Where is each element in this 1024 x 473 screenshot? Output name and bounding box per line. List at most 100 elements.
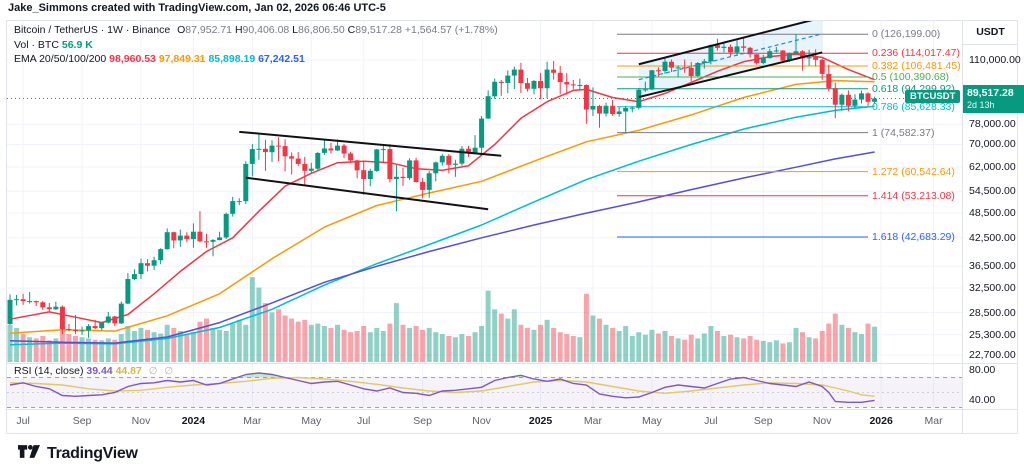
volume-bar [112,339,118,362]
volume-bar [603,324,609,362]
legend-row-ema[interactable]: EMA 20/50/100/200 98,960.53 97,849.31 85… [14,53,498,65]
candle [826,73,832,89]
volume-bar [800,332,805,362]
volume-bar [682,339,688,362]
candle [531,81,537,89]
volume-bar [551,327,557,362]
volume-bar [223,331,229,362]
candle [793,51,799,54]
candle [190,231,196,240]
volume-bar [374,327,380,362]
tradingview-logo-icon[interactable] [18,443,40,465]
candle [46,307,52,310]
ema100-value: 85,898.19 [208,53,256,65]
candle [236,201,242,203]
volume-bar [597,318,602,362]
candle [289,156,295,159]
volume-bar [813,338,819,362]
tradingview-brand-text[interactable]: TradingView [47,445,138,462]
volume-bar [669,336,674,362]
fib-level-label: 0.786 (85,628.33) [872,100,955,113]
candle [662,61,668,71]
symbol-title[interactable]: Bitcoin / TetherUS · 1W · Binance [14,24,171,36]
volume-bar [701,333,707,362]
legend-row-volume[interactable]: Vol · BTC 56.9 K [14,39,498,51]
fib-level-label: 1.272 (60,542.64) [872,165,955,178]
ema-layer [9,53,875,346]
volume-bar [7,324,13,362]
legend-row-symbol[interactable]: Bitcoin / TetherUS · 1W · Binance O87,95… [14,24,498,36]
volume-bar [413,326,419,362]
volume-bar [243,324,249,362]
volume-bar [767,342,773,362]
candle [452,163,458,165]
price-axis-label: 48,500.00 [969,207,1016,220]
volume-bar [629,336,635,362]
volume-bar [780,343,786,362]
volume-bar [865,323,871,362]
volume-bar [773,340,779,362]
hidden-series-icon[interactable]: ∅ [148,366,158,377]
time-axis-label: Mar [243,415,262,427]
candle [367,170,373,179]
candle [714,45,720,48]
price-axis-currency[interactable]: USDT [976,26,1005,38]
rsi-ma-value: 44.87 [115,365,142,377]
price-axis-label: 25,300.00 [969,328,1016,341]
candle [597,106,602,114]
candle [197,231,203,242]
volume-bar [688,334,694,362]
candle [524,83,530,89]
candle [538,81,543,89]
candle [380,149,386,151]
time-axis-label: 2025 [528,415,553,427]
volume-bar [118,334,124,362]
ohlc-close-value: 89,517.28 [355,24,402,36]
rsi-legend[interactable]: RSI (14, close) 39.44 44.87 ∅ ∅ [14,365,173,377]
volume-bar [145,329,150,362]
volume-bar [793,327,799,362]
bar-countdown: 2d 13h [967,100,995,111]
grid-layer [7,21,963,409]
candle [813,57,819,60]
volume-bar [623,326,629,362]
last-price-badge: 89,517.28 2d 13h [963,85,1024,114]
candle [741,46,747,48]
candle [466,148,471,153]
volume-bar [348,332,354,362]
candle [230,201,236,214]
candle [27,301,33,303]
candle [695,63,701,76]
candle [118,303,124,324]
candle [302,163,308,171]
volume-bar [262,303,268,362]
candle [819,59,825,74]
volume-bar [217,329,223,362]
volume-bar [289,318,295,362]
candle [682,67,688,69]
volume-bar [577,337,583,362]
volume-bar [99,340,105,362]
candle [767,51,773,59]
volume-bar [636,332,642,362]
candle [295,158,301,164]
time-axis-label: Jul [356,415,371,427]
candle [675,67,681,69]
candle [603,105,609,114]
volume-bar [269,312,275,362]
ohlc-open-label: O [177,24,186,36]
ema50-value: 97,849.31 [158,53,206,65]
hidden-series-icon[interactable]: ∅ [164,366,174,377]
volume-bar [125,326,131,362]
ema20-value: 98,960.53 [109,53,156,65]
candle [387,149,393,179]
fib-level-label: 1.618 (42,683.29) [872,230,955,243]
candle [40,302,46,308]
volume-bar [728,334,733,362]
volume-bar [387,323,393,362]
volume-bar [590,315,596,362]
price-axis-label: 62,000.00 [969,161,1016,174]
candle [151,260,157,266]
